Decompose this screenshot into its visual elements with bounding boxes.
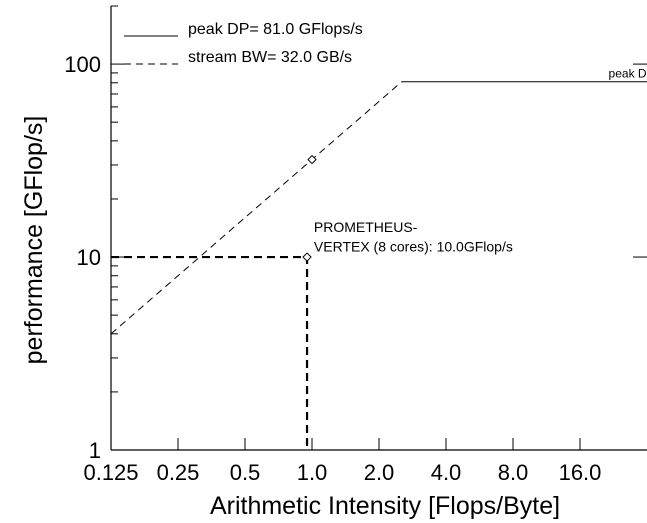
series-layer bbox=[110, 81, 647, 450]
x-tick-label-2: 0.5 bbox=[230, 460, 261, 485]
x-tick-label-3: 1.0 bbox=[297, 460, 328, 485]
annotation-1: PROMETHEUS- bbox=[314, 219, 418, 235]
x-tick-label-5: 4.0 bbox=[431, 460, 462, 485]
legend-label-0: peak DP= 81.0 GFlops/s bbox=[188, 21, 363, 38]
reference-line-0 bbox=[111, 255, 309, 450]
y-tick-label-1: 10 bbox=[77, 245, 101, 270]
annotation-0: peak DP bbox=[609, 67, 647, 81]
x-axis-label: Arithmetic Intensity [Flops/Byte] bbox=[210, 492, 560, 520]
ticks-layer: 0.125 0.25 0.5 1.0 2.0 4.0 8.0 16.0 1 10 100 bbox=[64, 5, 647, 485]
legend-label-1: stream BW= 32.0 GB/s bbox=[188, 49, 352, 66]
annotations: peak DP PROMETHEUS- VERTEX (8 cores): 10.0… bbox=[314, 67, 647, 255]
marker-diamond-1 bbox=[302, 252, 312, 262]
x-tick-label-1: 0.25 bbox=[157, 460, 200, 485]
annotation-2: VERTEX (8 cores): 10.0GFlop/s bbox=[314, 238, 513, 254]
y-axis-label: performance [GFlop/s] bbox=[20, 116, 48, 365]
marker-diamond-0 bbox=[307, 154, 317, 165]
series-line-0 bbox=[110, 81, 403, 335]
x-tick-label-4: 2.0 bbox=[364, 460, 395, 485]
y-tick-label-2: 100 bbox=[64, 52, 101, 77]
y-tick-label-0: 1 bbox=[89, 438, 101, 463]
x-tick-label-6: 8.0 bbox=[498, 460, 529, 485]
legend: peak DP= 81.0 GFlops/s stream BW= 32.0 GB… bbox=[124, 21, 363, 66]
x-tick-label-0: 0.125 bbox=[83, 460, 138, 485]
x-tick-label-7: 16.0 bbox=[559, 460, 602, 485]
